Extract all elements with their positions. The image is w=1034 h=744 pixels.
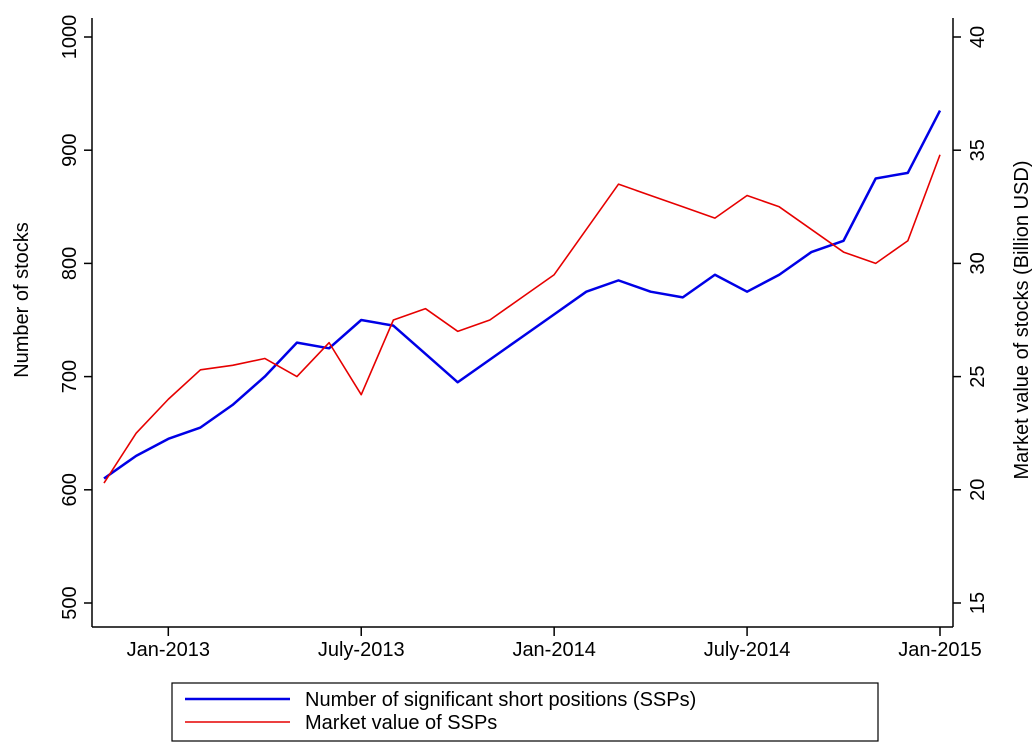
y-tick-label: 900: [59, 134, 81, 167]
y2-tick-label: 25: [967, 365, 989, 387]
legend: [171, 682, 879, 742]
x-tick-label: Jan-2015: [898, 639, 981, 661]
x-tick-label: July-2014: [704, 639, 791, 661]
y2-tick-label: 20: [967, 479, 989, 501]
y-axis-title: Number of stocks: [11, 222, 33, 378]
x-tick-label: Jan-2014: [512, 639, 595, 661]
y-tick-label: 600: [59, 473, 81, 506]
y2-tick-label: 40: [967, 26, 989, 48]
y-tick-label: 800: [59, 247, 81, 280]
y2-axis-title: Market value of stocks (Billion USD): [1011, 161, 1033, 480]
y2-tick-label: 15: [967, 592, 989, 614]
series-line: [103, 154, 941, 484]
y2-tick-label: 30: [967, 252, 989, 274]
x-tick-label: July-2013: [318, 639, 405, 661]
y-tick-label: 1000: [59, 15, 81, 60]
x-tick-label: Jan-2013: [127, 639, 210, 661]
y-tick-label: 700: [59, 360, 81, 393]
y2-tick-label: 35: [967, 139, 989, 161]
legend-label: Market value of SSPs: [305, 712, 497, 734]
y-tick-label: 500: [59, 586, 81, 619]
series-line: [103, 110, 942, 480]
legend-label: Number of significant short positions (S…: [305, 689, 696, 711]
